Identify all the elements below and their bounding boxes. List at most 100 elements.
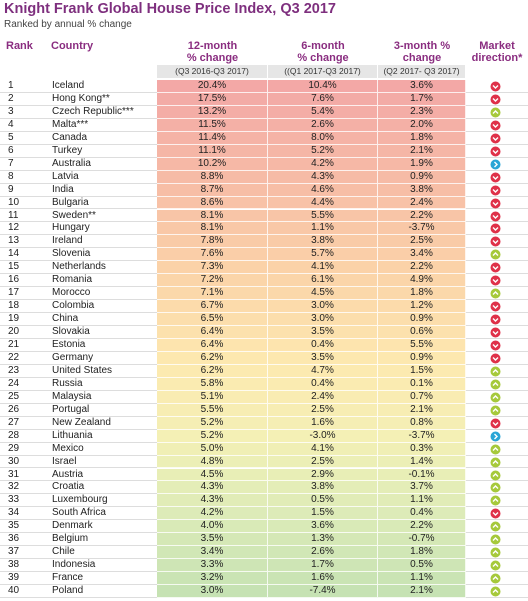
table-cell: 37	[0, 546, 45, 560]
table-cell: 2.1%	[378, 403, 466, 417]
icon-circle	[490, 301, 501, 312]
icon-circle	[490, 508, 501, 519]
icon-circle	[490, 573, 501, 584]
table-cell: Latvia	[45, 170, 157, 184]
direction-icon	[490, 470, 501, 480]
table-cell: 2.2%	[378, 520, 466, 534]
column-period: ((Q1 2017-Q3 2017)	[268, 65, 377, 78]
direction-icon	[490, 366, 501, 377]
table-cell: 3.4%	[378, 248, 466, 262]
table-cell: Russia	[45, 377, 157, 391]
direction-icon	[490, 133, 501, 144]
table-cell: 28	[0, 429, 45, 443]
table-cell: 1	[0, 80, 45, 93]
table-cell: -3.0%	[268, 429, 378, 443]
direction-cell	[466, 430, 528, 443]
table-cell: 2.0%	[378, 118, 466, 132]
table-cell: 7.2%	[157, 274, 268, 288]
icon-circle	[490, 560, 501, 571]
direction-icon	[490, 508, 501, 519]
table-cell: 2.5%	[268, 403, 378, 417]
icon-circle	[490, 288, 501, 299]
icon-chevron	[492, 512, 499, 517]
table-cell: 0.4%	[268, 339, 378, 352]
table-cell: 19	[0, 313, 45, 327]
table-cell: 16	[0, 274, 45, 288]
icon-chevron	[492, 214, 499, 219]
icon-chevron	[492, 485, 499, 490]
table-cell: Israel	[45, 455, 157, 469]
direction-cell	[466, 378, 528, 391]
table-cell: South Africa	[45, 507, 157, 521]
icon-circle	[490, 94, 501, 105]
icon-chevron	[492, 123, 499, 128]
icon-circle	[490, 211, 501, 221]
table-cell: 2.5%	[378, 235, 466, 249]
direction-icon	[490, 457, 501, 468]
table-cell: 2.2%	[378, 261, 466, 275]
icon-chevron	[492, 240, 499, 245]
direction-cell	[466, 507, 528, 521]
icon-circle	[490, 457, 501, 468]
table-cell: 0.4%	[268, 377, 378, 391]
direction-cell	[466, 339, 528, 352]
icon-chevron	[492, 524, 499, 529]
direction-icon	[490, 573, 501, 584]
direction-cell	[466, 546, 528, 560]
table-cell: 30	[0, 455, 45, 469]
table-cell: 25	[0, 390, 45, 404]
table-cell: 8.1%	[157, 222, 268, 236]
table-cell: 4.1%	[268, 442, 378, 456]
direction-cell	[466, 287, 528, 301]
direction-icon	[490, 314, 501, 325]
table-cell: 1.5%	[378, 364, 466, 378]
direction-icon	[490, 185, 501, 196]
table-cell: 4.7%	[268, 364, 378, 378]
table-cell: 26	[0, 403, 45, 417]
table-cell: 5.0%	[157, 442, 268, 456]
column-header: 3-month %	[393, 40, 451, 52]
table-cell: 0.9%	[378, 351, 466, 365]
table-cell: 3	[0, 105, 45, 119]
table-cell: 0.1%	[378, 377, 466, 391]
table-cell: 1.9%	[378, 157, 466, 171]
column-header: % change	[297, 52, 349, 64]
direction-icon	[490, 405, 501, 416]
table-cell: 3.5%	[268, 326, 378, 339]
table-cell: Portugal	[45, 403, 157, 417]
icon-circle	[490, 159, 501, 170]
table-cell: 6.5%	[157, 313, 268, 327]
direction-cell	[466, 585, 528, 598]
table-cell: 0.9%	[378, 170, 466, 184]
direction-cell	[466, 210, 528, 223]
icon-circle	[490, 262, 501, 273]
table-cell: Mexico	[45, 442, 157, 456]
table-cell: 5.4%	[268, 105, 378, 119]
table-cell: Romania	[45, 274, 157, 288]
table-cell: 13.2%	[157, 105, 268, 119]
table-cell: 5.8%	[157, 377, 268, 391]
table-cell: 1.8%	[378, 131, 466, 145]
direction-icon	[490, 521, 501, 532]
table-cell: 0.8%	[378, 416, 466, 430]
direction-icon	[490, 262, 501, 273]
table-cell: Hungary	[45, 222, 157, 236]
icon-circle	[490, 353, 501, 364]
direction-cell	[466, 365, 528, 378]
table-cell: 2.4%	[268, 390, 378, 404]
direction-icon	[490, 431, 501, 442]
direction-cell	[466, 469, 528, 482]
column-header: % change	[186, 52, 239, 64]
icon-chevron	[492, 421, 499, 426]
table-cell: 6.1%	[268, 274, 378, 288]
table-cell: 12	[0, 222, 45, 236]
direction-cell	[466, 171, 528, 184]
table-cell: 7.6%	[157, 248, 268, 262]
direction-icon	[490, 159, 501, 170]
icon-chevron	[492, 407, 499, 412]
column-period: (Q3 2016-Q3 2017)	[157, 65, 267, 78]
table-cell: 4.2%	[268, 157, 378, 171]
table-cell: 24	[0, 377, 45, 391]
table-cell: 17.5%	[157, 92, 268, 106]
table-cell: 4.5%	[157, 468, 268, 482]
